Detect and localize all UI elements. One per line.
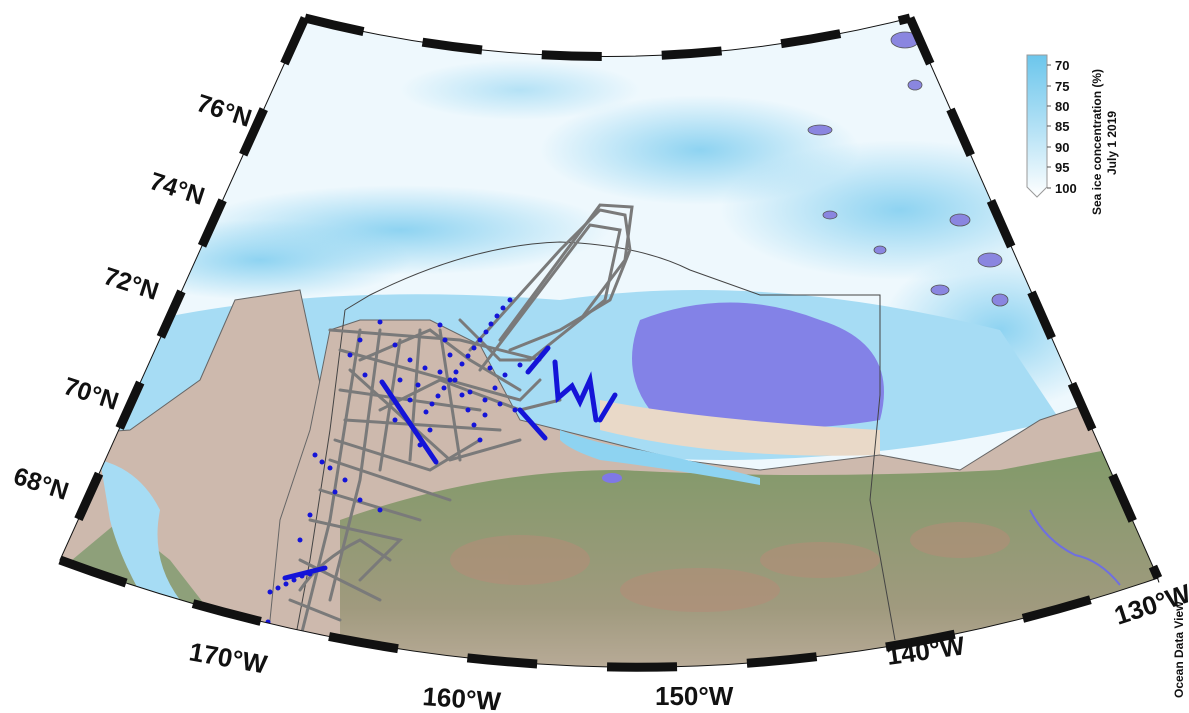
mountain-peaks [450,522,1010,612]
boundaries [294,241,896,641]
lat-label-68: 68°N [10,462,72,506]
lat-label-70: 70°N [60,372,122,416]
lake [602,473,622,483]
colorbar-title: Sea ice concentration (%) [1090,69,1104,215]
colorbar-tick-85: 85 [1055,119,1069,134]
colorbar-tick-marks [1047,64,1051,189]
lat-label-74: 74°N [146,167,208,211]
lon-label-170: 170°W [187,636,270,679]
ship-tracks [288,203,634,642]
coastal-lagoons [560,430,760,485]
river [1029,509,1121,586]
colorbar-tick-70: 70 [1055,58,1069,73]
melt-ponds [807,31,1009,307]
colorbar-date: July 1 2019 [1105,111,1119,175]
colorbar: 70 75 80 85 90 95 100 Sea ice concentrat… [1026,54,1119,215]
lon-label-150: 150°W [655,681,734,711]
colorbar-tick-80: 80 [1055,99,1069,114]
station-transects [282,345,618,581]
open-water-area [632,302,884,428]
colorbar-tick-75: 75 [1055,79,1069,94]
lon-label-160: 160°W [422,681,503,713]
station-points [265,297,523,625]
study-region-boundary [344,241,896,641]
map-frame-ticks [55,13,1163,672]
odv-credit: Ocean Data View [1172,601,1186,698]
lat-label-72: 72°N [100,262,162,306]
coastal-shelf [600,400,880,456]
kotzebue-water [100,460,180,610]
colorbar-tick-100: 100 [1055,181,1077,196]
colorbar-tick-95: 95 [1055,160,1069,175]
colorbar-ramp [1026,54,1048,198]
colorbar-tick-90: 90 [1055,140,1069,155]
lat-label-76: 76°N [193,89,255,133]
